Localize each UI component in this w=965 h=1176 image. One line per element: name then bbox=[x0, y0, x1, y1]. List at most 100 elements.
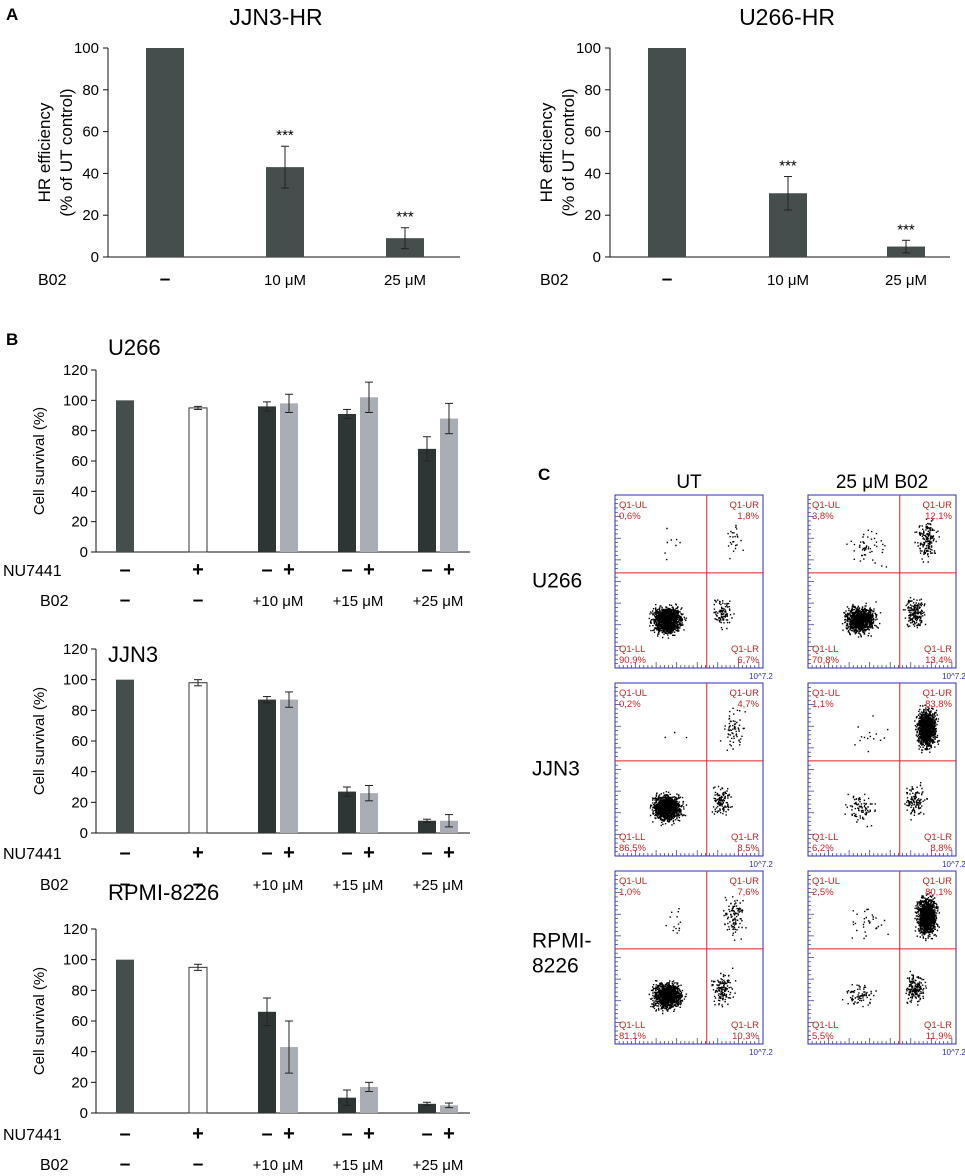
quadrant-percent: 6,2% bbox=[812, 843, 834, 854]
y-tick-label: 60 bbox=[82, 124, 99, 141]
quadrant-percent: 5,5% bbox=[812, 1031, 834, 1042]
y-tick-label: 0 bbox=[593, 249, 601, 266]
quadrant-name: Q1-UL bbox=[812, 876, 840, 887]
bar bbox=[440, 1105, 458, 1113]
quadrant-percent: 8,5% bbox=[737, 843, 759, 854]
y-axis-label: (% of UT control) bbox=[57, 88, 76, 216]
nu7441-sign: + bbox=[363, 559, 375, 581]
y-axis-label: (% of UT control) bbox=[559, 88, 578, 216]
quadrant-name: Q1-UR bbox=[729, 876, 759, 887]
bar bbox=[146, 48, 184, 257]
quadrant-name: Q1-LR bbox=[924, 832, 952, 843]
row-label: RPMI- bbox=[532, 930, 592, 953]
b02-dose-label: +25 μM bbox=[413, 877, 464, 894]
nu7441-sign: – bbox=[421, 842, 432, 864]
quadrant-name: Q1-LL bbox=[619, 832, 645, 843]
b02-dose-label: +25 μM bbox=[413, 593, 464, 610]
axis-max-label: 10^7.2 bbox=[942, 860, 965, 869]
chart-title: RPMI-8226 bbox=[108, 880, 219, 905]
chart-u266_hr: U266-HR 0 20 40 60 80 100 HR efficiency (% of UT… bbox=[537, 4, 950, 290]
quadrant-percent: 7,6% bbox=[737, 887, 759, 898]
nu7441-sign: – bbox=[119, 559, 130, 581]
quadrant-percent: 3,8% bbox=[812, 511, 834, 522]
event-dots bbox=[841, 891, 940, 1008]
nu7441-sign: + bbox=[363, 842, 375, 864]
bar bbox=[440, 418, 458, 552]
axis-max-label: 10^7.2 bbox=[942, 1048, 965, 1057]
chart-title: U266-HR bbox=[739, 4, 835, 30]
nu7441-sign: + bbox=[443, 1123, 455, 1145]
y-tick-label: 40 bbox=[584, 165, 601, 182]
quadrant-percent: 80,1% bbox=[925, 887, 952, 898]
quadrant-name: Q1-UR bbox=[922, 688, 952, 699]
nu7441-sign: + bbox=[283, 842, 295, 864]
axis-max-label: 10^7.2 bbox=[749, 672, 773, 681]
quadrant-name: Q1-LR bbox=[731, 1020, 759, 1031]
x-tick-label: 25 μM bbox=[885, 272, 927, 289]
y-axis-label: HR efficiency bbox=[35, 102, 54, 202]
plot-frame bbox=[614, 870, 764, 1045]
event-dots bbox=[844, 704, 940, 828]
bar bbox=[258, 1011, 276, 1113]
y-axis-label: Cell survival (%) bbox=[31, 407, 48, 515]
y-tick-label: 0 bbox=[80, 1105, 88, 1122]
nu7441-sign: – bbox=[119, 842, 130, 864]
quadrant-name: Q1-UR bbox=[922, 500, 952, 511]
nu7441-sign: + bbox=[283, 559, 295, 581]
quadrant-name: Q1-UR bbox=[922, 876, 952, 887]
bar bbox=[280, 1047, 298, 1113]
y-tick-label: 40 bbox=[71, 1044, 88, 1061]
b02-dose-label: – bbox=[193, 1154, 204, 1175]
axis-max-label: 10^7.2 bbox=[749, 1048, 773, 1057]
row-label: JJN3 bbox=[532, 758, 580, 781]
y-tick-label: 80 bbox=[71, 423, 88, 440]
quadrant-percent: 0,2% bbox=[619, 699, 641, 710]
b02-dose-label: – bbox=[193, 590, 204, 611]
x-tick-label: – bbox=[662, 269, 673, 290]
panel-letter-c: C bbox=[538, 465, 550, 484]
chart-u266_survival: U266 0 20 40 60 80 100 120 Cell survival (%) NU74… bbox=[3, 335, 470, 611]
quadrant-name: Q1-LL bbox=[812, 832, 838, 843]
row-label: 8226 bbox=[532, 955, 579, 978]
row-label-nu7441: NU7441 bbox=[3, 846, 62, 863]
b02-dose-label: – bbox=[120, 874, 131, 895]
y-tick-label: 40 bbox=[71, 764, 88, 781]
bar bbox=[338, 791, 356, 833]
nu7441-sign: + bbox=[192, 559, 204, 581]
axis-max-label: 10^7.2 bbox=[942, 672, 965, 681]
b02-dose-label: – bbox=[120, 590, 131, 611]
y-tick-label: 0 bbox=[80, 544, 88, 561]
bar bbox=[360, 793, 378, 833]
quadrant-percent: 12,1% bbox=[925, 511, 952, 522]
bar bbox=[188, 682, 208, 834]
bar bbox=[188, 966, 208, 1114]
y-tick-label: 0 bbox=[80, 825, 88, 842]
quadrant-name: Q1-LR bbox=[731, 832, 759, 843]
y-tick-label: 120 bbox=[63, 641, 88, 658]
nu7441-sign: + bbox=[283, 1123, 295, 1145]
b02-dose-label: – bbox=[120, 1154, 131, 1175]
quadrant-name: Q1-LL bbox=[619, 644, 645, 655]
quadrant-name: Q1-LL bbox=[812, 1020, 838, 1031]
chart-jjn3_survival: JJN3 0 20 40 60 80 100 120 Cell survival (%) NU74… bbox=[3, 641, 470, 895]
quadrant-name: Q1-UL bbox=[619, 876, 647, 887]
bar bbox=[360, 397, 378, 552]
nu7441-sign: – bbox=[341, 559, 352, 581]
chart-rpmi_survival: RPMI-8226 0 20 40 60 80 100 120 Cell survival (%… bbox=[3, 880, 470, 1175]
quadrant-name: Q1-LR bbox=[924, 644, 952, 655]
event-dots bbox=[841, 518, 940, 638]
quadrant-name: Q1-UR bbox=[729, 688, 759, 699]
chart-flow_cytometry: UT 25 μM B02U266JJN3RPMI-822610^7.2Q1-UL0… bbox=[532, 472, 965, 1057]
event-dots bbox=[648, 524, 744, 639]
x-tick-label: – bbox=[160, 269, 171, 290]
quadrant-name: Q1-UR bbox=[729, 500, 759, 511]
nu7441-sign: – bbox=[421, 1123, 432, 1145]
nu7441-sign: + bbox=[192, 842, 204, 864]
y-tick-label: 80 bbox=[71, 982, 88, 999]
y-axis-label: Cell survival (%) bbox=[31, 687, 48, 795]
